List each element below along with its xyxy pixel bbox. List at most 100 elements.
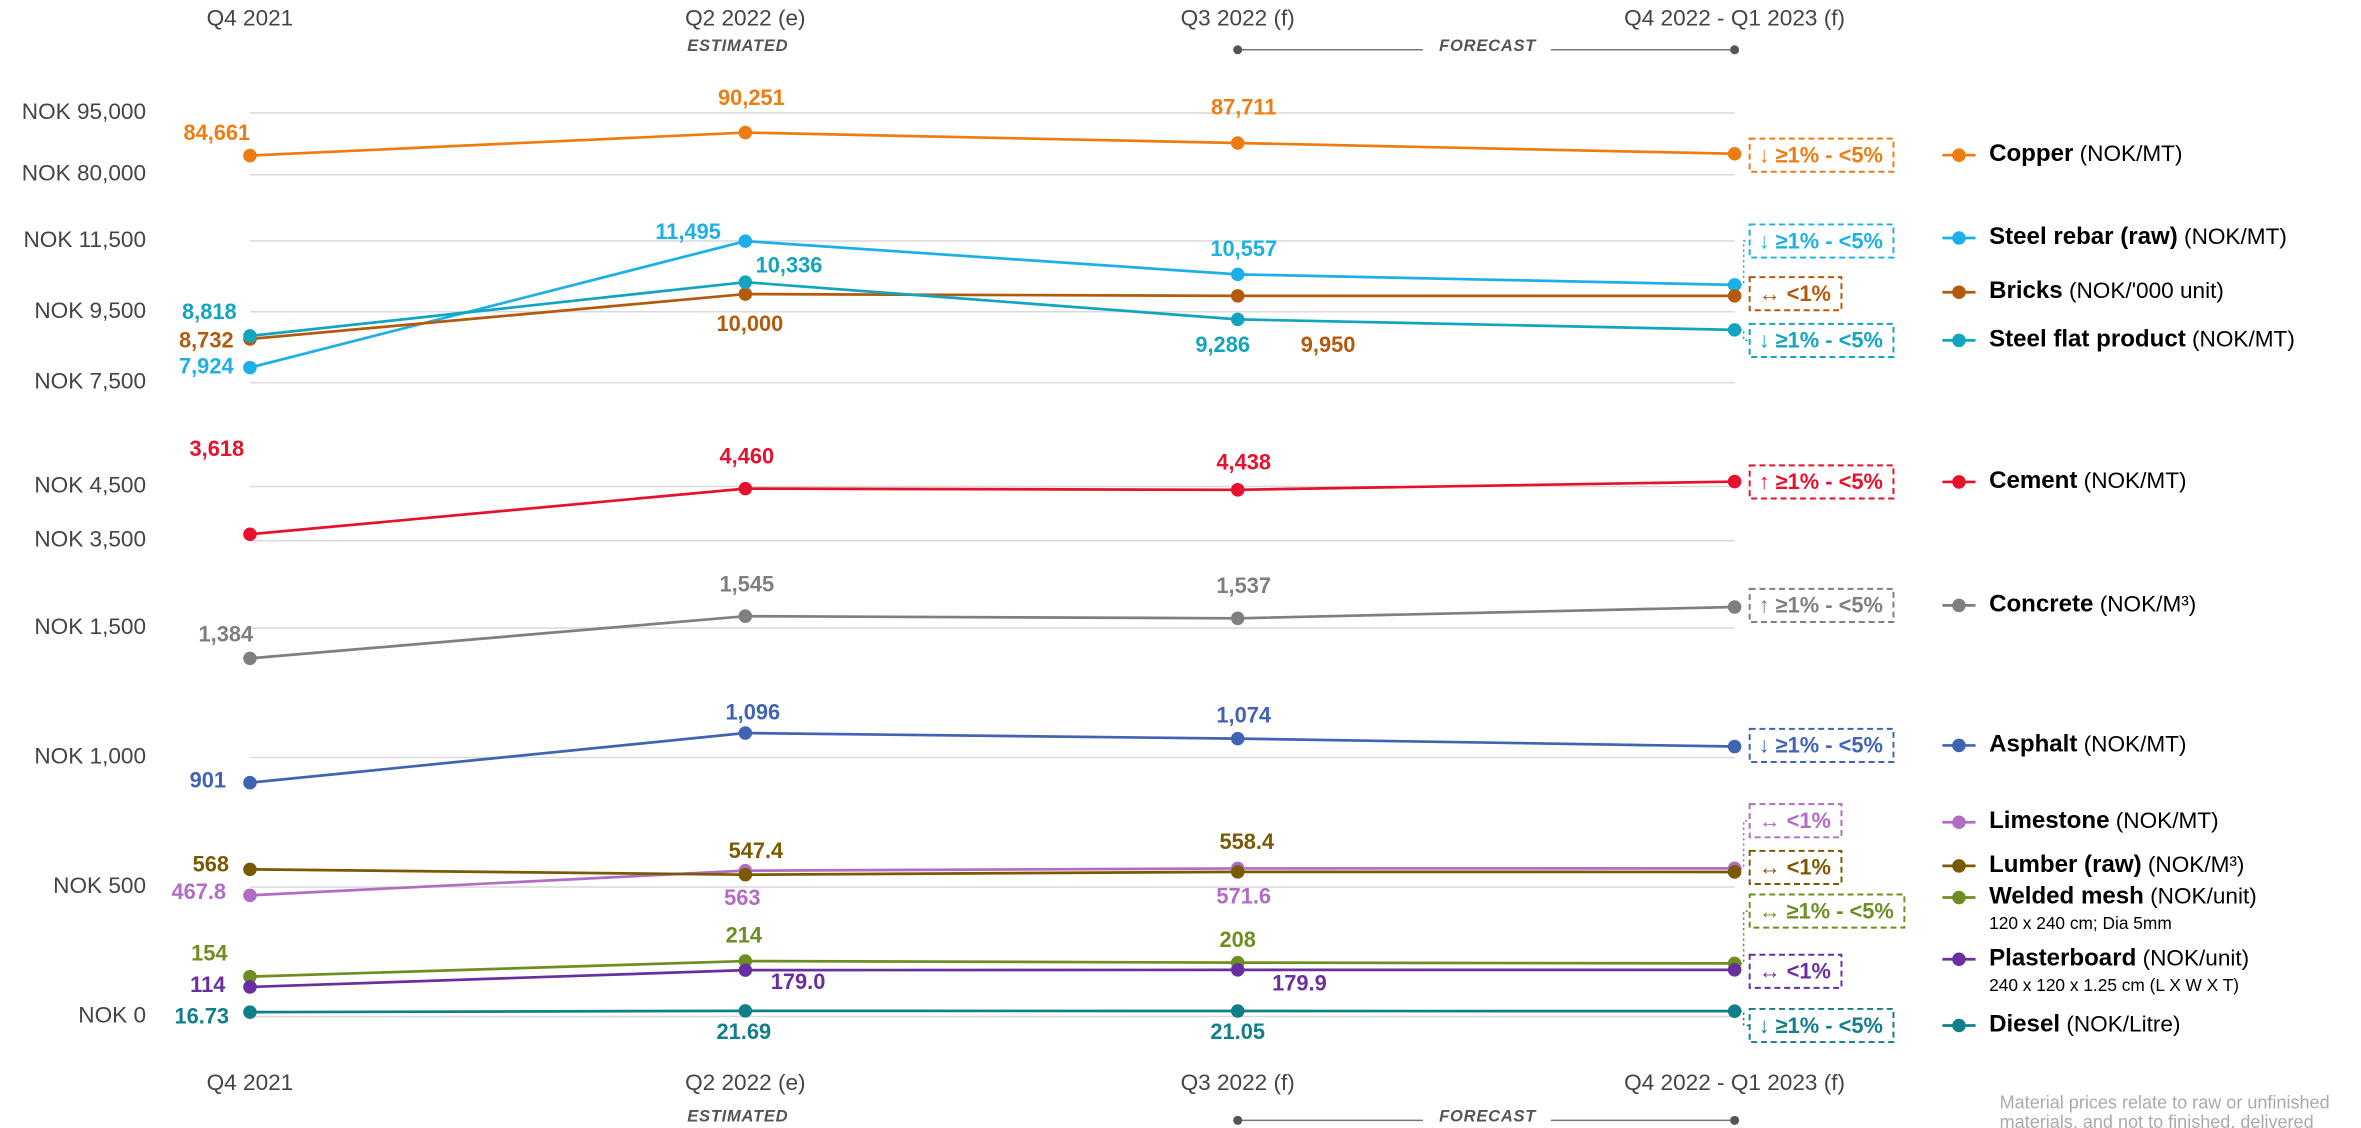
y-tick-label: NOK 11,500 [23, 227, 146, 252]
change-box [1748, 953, 1843, 989]
legend-dot [1952, 738, 1966, 753]
legend-unit: (NOK/MT) [2084, 731, 2187, 756]
data-point [243, 862, 257, 877]
series-line [249, 239, 1735, 369]
category-label: Q2 2022 (e) [685, 1070, 806, 1095]
data-point [1727, 474, 1742, 489]
series-line [249, 731, 1735, 785]
data-point [738, 609, 753, 623]
data-point [1230, 136, 1245, 150]
series-line [249, 605, 1735, 660]
data-point [738, 275, 753, 289]
change-label: ↔ <1% [1759, 808, 1831, 833]
data-point [243, 980, 257, 994]
legend-entry: Plasterboard (NOK/unit) [1989, 945, 2249, 972]
data-point [243, 969, 257, 984]
legend-dot [1952, 859, 1966, 873]
data-point [1727, 739, 1742, 754]
legend-unit: (NOK/M³) [2148, 852, 2245, 877]
change-label: ↔ <1% [1759, 959, 1831, 984]
legend-unit: (NOK/unit) [2150, 883, 2257, 908]
legend-entry: Limestone (NOK/MT) [1989, 808, 2219, 835]
forecast-dot [1730, 45, 1740, 55]
legend-name: Concrete [1989, 591, 2093, 618]
data-label: 7,924 [179, 353, 234, 378]
change-label: ↔ <1% [1759, 855, 1831, 880]
data-point [1230, 963, 1245, 977]
legend-unit: (NOK/MT) [2192, 326, 2295, 351]
series-line [249, 868, 1735, 877]
legend-name: Steel rebar (raw) [1989, 223, 2178, 250]
data-point [243, 888, 257, 903]
legend-dot [1952, 1018, 1966, 1033]
forecast-dot [1233, 45, 1243, 55]
legend-entry: Steel flat product (NOK/MT) [1989, 326, 2295, 353]
y-tick-label: NOK 80,000 [22, 161, 146, 186]
legend-unit: (NOK/MT) [2184, 224, 2287, 249]
data-point [243, 651, 257, 666]
legend-unit: (NOK/MT) [2084, 468, 2187, 493]
data-point [738, 867, 753, 882]
data-label: 467.8 [171, 879, 226, 904]
legend-dot [1952, 148, 1966, 162]
data-label: 179.0 [771, 969, 826, 994]
legend-name: Steel flat product [1989, 326, 2186, 353]
change-label: ↔ <1% [1759, 281, 1831, 306]
data-label: 114 [190, 972, 226, 997]
data-label: 571.6 [1216, 883, 1271, 908]
data-point [1230, 483, 1245, 497]
change-box [1748, 464, 1895, 500]
data-point [1230, 289, 1245, 303]
category-label: Q3 2022 (f) [1181, 1070, 1295, 1095]
category-label: Q4 2021 [207, 1070, 294, 1095]
legend-unit: (NOK/Litre) [2066, 1011, 2180, 1036]
forecast-dot [1730, 1115, 1740, 1125]
legend-unit: (NOK/'000 unit) [2069, 278, 2224, 303]
legend-dot [1952, 231, 1966, 245]
data-point [738, 481, 753, 496]
data-point [243, 148, 257, 163]
change-box [1748, 727, 1895, 763]
legend-dot [1952, 952, 1966, 967]
data-point [1727, 600, 1742, 614]
legend-name: Bricks [1989, 278, 2063, 305]
legend-unit: (NOK/MT) [2116, 808, 2219, 833]
legend-entry: Diesel (NOK/Litre) [1989, 1011, 2180, 1038]
footnote: materials, and not to finished, delivere… [2000, 1112, 2314, 1128]
legend-name: Asphalt [1989, 731, 2077, 758]
change-box [1748, 223, 1895, 259]
data-label: 84,661 [183, 120, 250, 145]
legend-entry: Welded mesh (NOK/unit) [1989, 883, 2257, 910]
data-label: 10,557 [1210, 236, 1277, 261]
footnote: Material prices relate to raw or unfinis… [2000, 1093, 2330, 1113]
data-label: 1,096 [726, 700, 781, 725]
change-box [1748, 803, 1843, 839]
data-point [1230, 865, 1245, 879]
legend-dot [1952, 815, 1966, 830]
data-point [1230, 1004, 1245, 1018]
legend-entry: Lumber (raw) (NOK/M³) [1989, 851, 2244, 878]
data-label: 9,950 [1301, 332, 1356, 357]
data-point [1230, 312, 1245, 327]
change-box [1748, 587, 1895, 623]
legend-entry: Concrete (NOK/M³) [1989, 591, 2196, 618]
series-line [249, 292, 1735, 341]
legend-unit: (NOK/M³) [2100, 591, 2197, 616]
data-label: 214 [726, 922, 763, 947]
leader-line [1734, 240, 1750, 286]
legend-name: Diesel [1989, 1011, 2060, 1038]
data-label: 568 [193, 852, 229, 877]
change-box [1748, 1007, 1895, 1044]
estimated-label: ESTIMATED [687, 1107, 788, 1126]
data-point [1727, 146, 1742, 161]
forecast-label: FORECAST [1439, 36, 1537, 55]
series-line [249, 480, 1735, 536]
data-point [738, 963, 753, 977]
y-tick-label: NOK 1,500 [34, 614, 146, 639]
legend-name: Limestone [1989, 808, 2109, 835]
series-line [249, 968, 1735, 989]
data-point [243, 527, 257, 542]
change-box [1748, 322, 1895, 358]
series-line [249, 866, 1735, 897]
forecast-label: FORECAST [1439, 1107, 1537, 1126]
